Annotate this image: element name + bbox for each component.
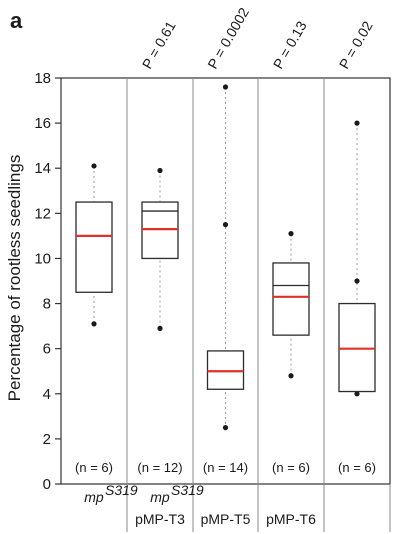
outlier-point (354, 278, 360, 284)
p-value-label: P = 0.61 (139, 18, 179, 71)
box-fill (273, 262, 309, 336)
box-fill (207, 350, 244, 390)
outlier-point (222, 222, 229, 228)
y-tick-label: 16 (34, 115, 51, 132)
genotype-superscript: S319 (105, 482, 138, 498)
genotype-superscript: S319 (171, 482, 204, 498)
y-tick-label: 18 (34, 70, 51, 87)
whisker-max-point (288, 231, 294, 237)
transgene-label: pMP-T5 (201, 511, 251, 527)
plot-frame (60, 77, 391, 485)
y-tick-label: 0 (43, 476, 51, 493)
box-group-4: (n = 6) P = 0.13 pMP-T6 (266, 18, 316, 527)
iqr-box (141, 201, 179, 260)
box-group-5: (n = 6) P = 0.02 (336, 18, 376, 475)
box-group-2: (n = 12) P = 0.61 mp S319 pMP-T3 (135, 18, 204, 527)
p-value-label: P = 0.13 (270, 18, 310, 71)
whisker-min-point (157, 325, 163, 331)
sample-size-label: (n = 12) (137, 460, 182, 475)
y-tick-label: 10 (34, 250, 51, 267)
whisker-max-point (354, 120, 360, 126)
genotype-label: mp (84, 489, 104, 505)
iqr-box (75, 201, 113, 293)
transgene-label: pMP-T3 (135, 511, 185, 527)
whisker-min-point (288, 373, 294, 379)
box-group-3: (n = 14) P = 0.0002 pMP-T5 (201, 5, 253, 527)
sample-size-label: (n = 14) (203, 460, 248, 475)
axes (60, 77, 391, 532)
y-tick-label: 8 (43, 296, 51, 313)
p-value-label: P = 0.02 (336, 18, 376, 71)
box-fill (339, 303, 375, 392)
whisker-min-point (222, 425, 229, 431)
box-group-1: (n = 6) mp S319 (75, 163, 138, 505)
whisker-max-point (91, 163, 97, 169)
whisker-max-point (157, 167, 163, 174)
box-fill (76, 202, 112, 293)
sample-size-label: (n = 6) (75, 460, 113, 475)
whisker-min-point (354, 391, 360, 397)
iqr-box (206, 350, 245, 390)
iqr-box (272, 262, 310, 336)
sample-size-label: (n = 6) (272, 460, 310, 475)
y-tick-label: 6 (43, 341, 51, 358)
whisker-min-point (91, 321, 97, 327)
iqr-box (338, 302, 376, 393)
panel-label: a (10, 8, 23, 33)
y-axis-label: Percentage of rootless seedlings (5, 155, 24, 402)
y-tick-label: 4 (43, 386, 51, 403)
sample-size-label: (n = 6) (338, 460, 376, 475)
y-tick-label: 12 (34, 205, 51, 222)
y-tick-label: 2 (43, 431, 51, 448)
y-ticks: 0 2 4 6 8 10 12 14 16 18 (34, 70, 61, 493)
whisker-max-point (222, 84, 229, 90)
p-value-label: P = 0.0002 (204, 5, 252, 72)
genotype-label: mp (150, 489, 170, 505)
transgene-label: pMP-T6 (266, 511, 316, 527)
y-tick-label: 14 (34, 160, 51, 177)
